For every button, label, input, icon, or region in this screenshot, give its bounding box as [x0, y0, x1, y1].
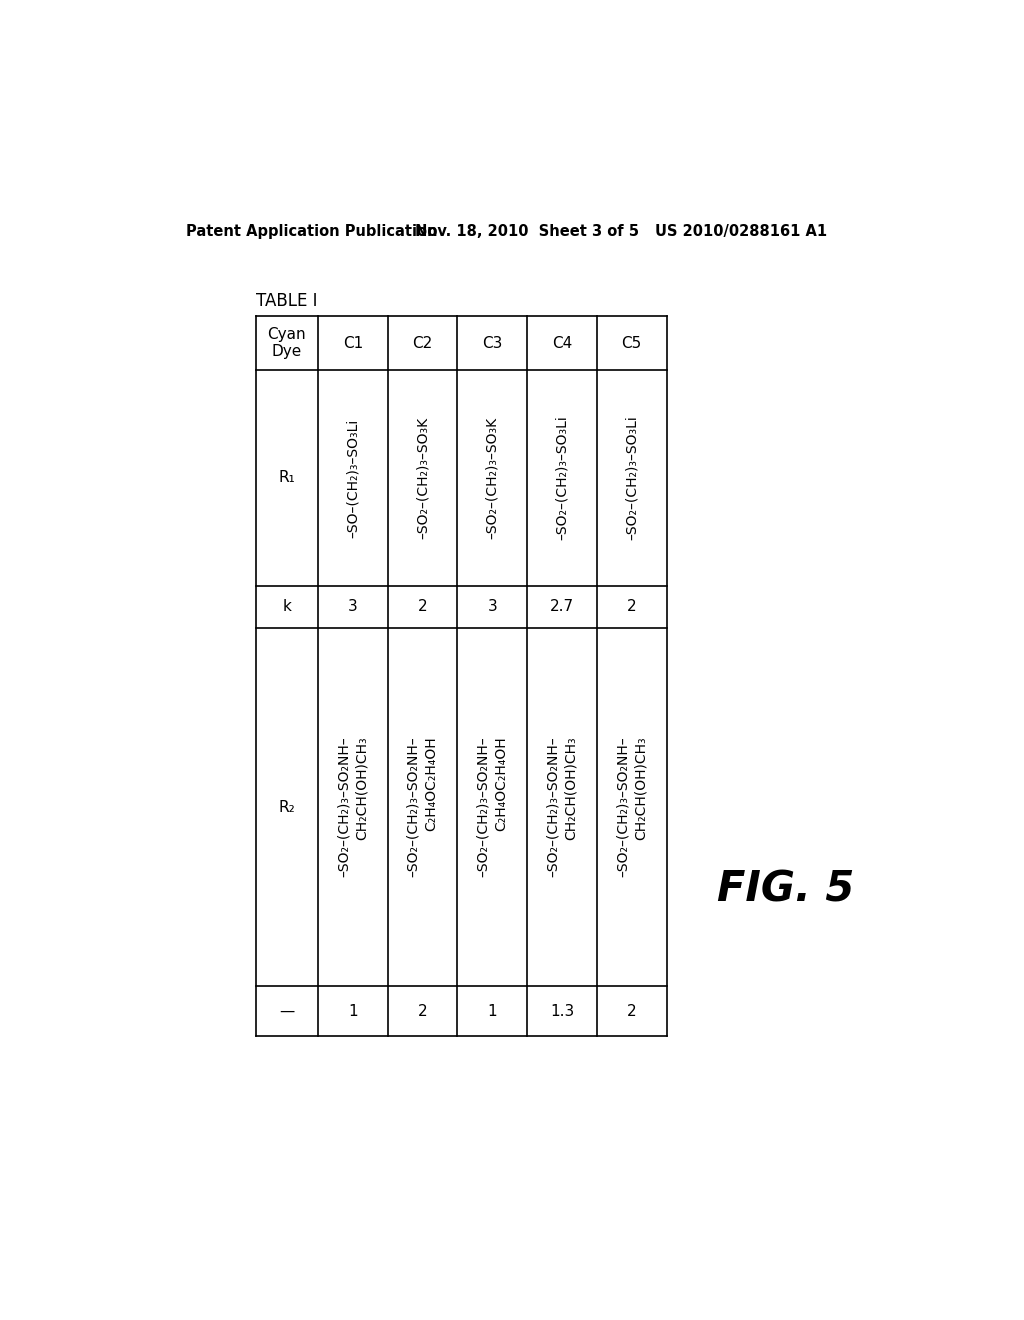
Text: Nov. 18, 2010  Sheet 3 of 5: Nov. 18, 2010 Sheet 3 of 5 — [415, 224, 639, 239]
Text: C4: C4 — [552, 335, 572, 351]
Text: –SO₂–(CH₂)₃–SO₃Li: –SO₂–(CH₂)₃–SO₃Li — [555, 416, 569, 540]
Text: R₂: R₂ — [279, 800, 295, 814]
Text: C3: C3 — [482, 335, 503, 351]
Text: –SO₂–(CH₂)₃–SO₂NH–
C₂H₄OC₂H₄OH: –SO₂–(CH₂)₃–SO₂NH– C₂H₄OC₂H₄OH — [407, 737, 438, 878]
Text: C5: C5 — [622, 335, 642, 351]
Text: –SO₂–(CH₂)₃–SO₂NH–
CH₂CH(OH)CH₃: –SO₂–(CH₂)₃–SO₂NH– CH₂CH(OH)CH₃ — [546, 737, 579, 878]
Text: FIG. 5: FIG. 5 — [717, 869, 854, 911]
Text: —: — — [280, 1003, 295, 1019]
Text: TABLE I: TABLE I — [256, 292, 317, 310]
Text: –SO₂–(CH₂)₃–SO₃Li: –SO₂–(CH₂)₃–SO₃Li — [625, 416, 639, 540]
Text: R₁: R₁ — [279, 470, 295, 486]
Text: 1: 1 — [487, 1003, 497, 1019]
Text: 2: 2 — [627, 599, 637, 614]
Text: –SO₂–(CH₂)₃–SO₃K: –SO₂–(CH₂)₃–SO₃K — [485, 417, 500, 539]
Text: 2: 2 — [418, 1003, 427, 1019]
Text: –SO₂–(CH₂)₃–SO₂NH–
CH₂CH(OH)CH₃: –SO₂–(CH₂)₃–SO₂NH– CH₂CH(OH)CH₃ — [337, 737, 369, 878]
Text: 2: 2 — [627, 1003, 637, 1019]
Text: Cyan
Dye: Cyan Dye — [267, 327, 306, 359]
Text: –SO₂–(CH₂)₃–SO₃K: –SO₂–(CH₂)₃–SO₃K — [416, 417, 429, 539]
Text: –SO₂–(CH₂)₃–SO₂NH–
CH₂CH(OH)CH₃: –SO₂–(CH₂)₃–SO₂NH– CH₂CH(OH)CH₃ — [615, 737, 648, 878]
Text: k: k — [283, 599, 291, 614]
Text: 2.7: 2.7 — [550, 599, 574, 614]
Text: 1.3: 1.3 — [550, 1003, 574, 1019]
Text: Patent Application Publication: Patent Application Publication — [186, 224, 437, 239]
Text: C2: C2 — [413, 335, 432, 351]
Text: –SO₂–(CH₂)₃–SO₂NH–
C₂H₄OC₂H₄OH: –SO₂–(CH₂)₃–SO₂NH– C₂H₄OC₂H₄OH — [476, 737, 509, 878]
Text: 3: 3 — [487, 599, 497, 614]
Text: US 2010/0288161 A1: US 2010/0288161 A1 — [655, 224, 827, 239]
Text: 1: 1 — [348, 1003, 357, 1019]
Text: 3: 3 — [348, 599, 357, 614]
Text: 2: 2 — [418, 599, 427, 614]
Text: –SO–(CH₂)₃–SO₃Li: –SO–(CH₂)₃–SO₃Li — [346, 418, 359, 537]
Text: C1: C1 — [343, 335, 362, 351]
